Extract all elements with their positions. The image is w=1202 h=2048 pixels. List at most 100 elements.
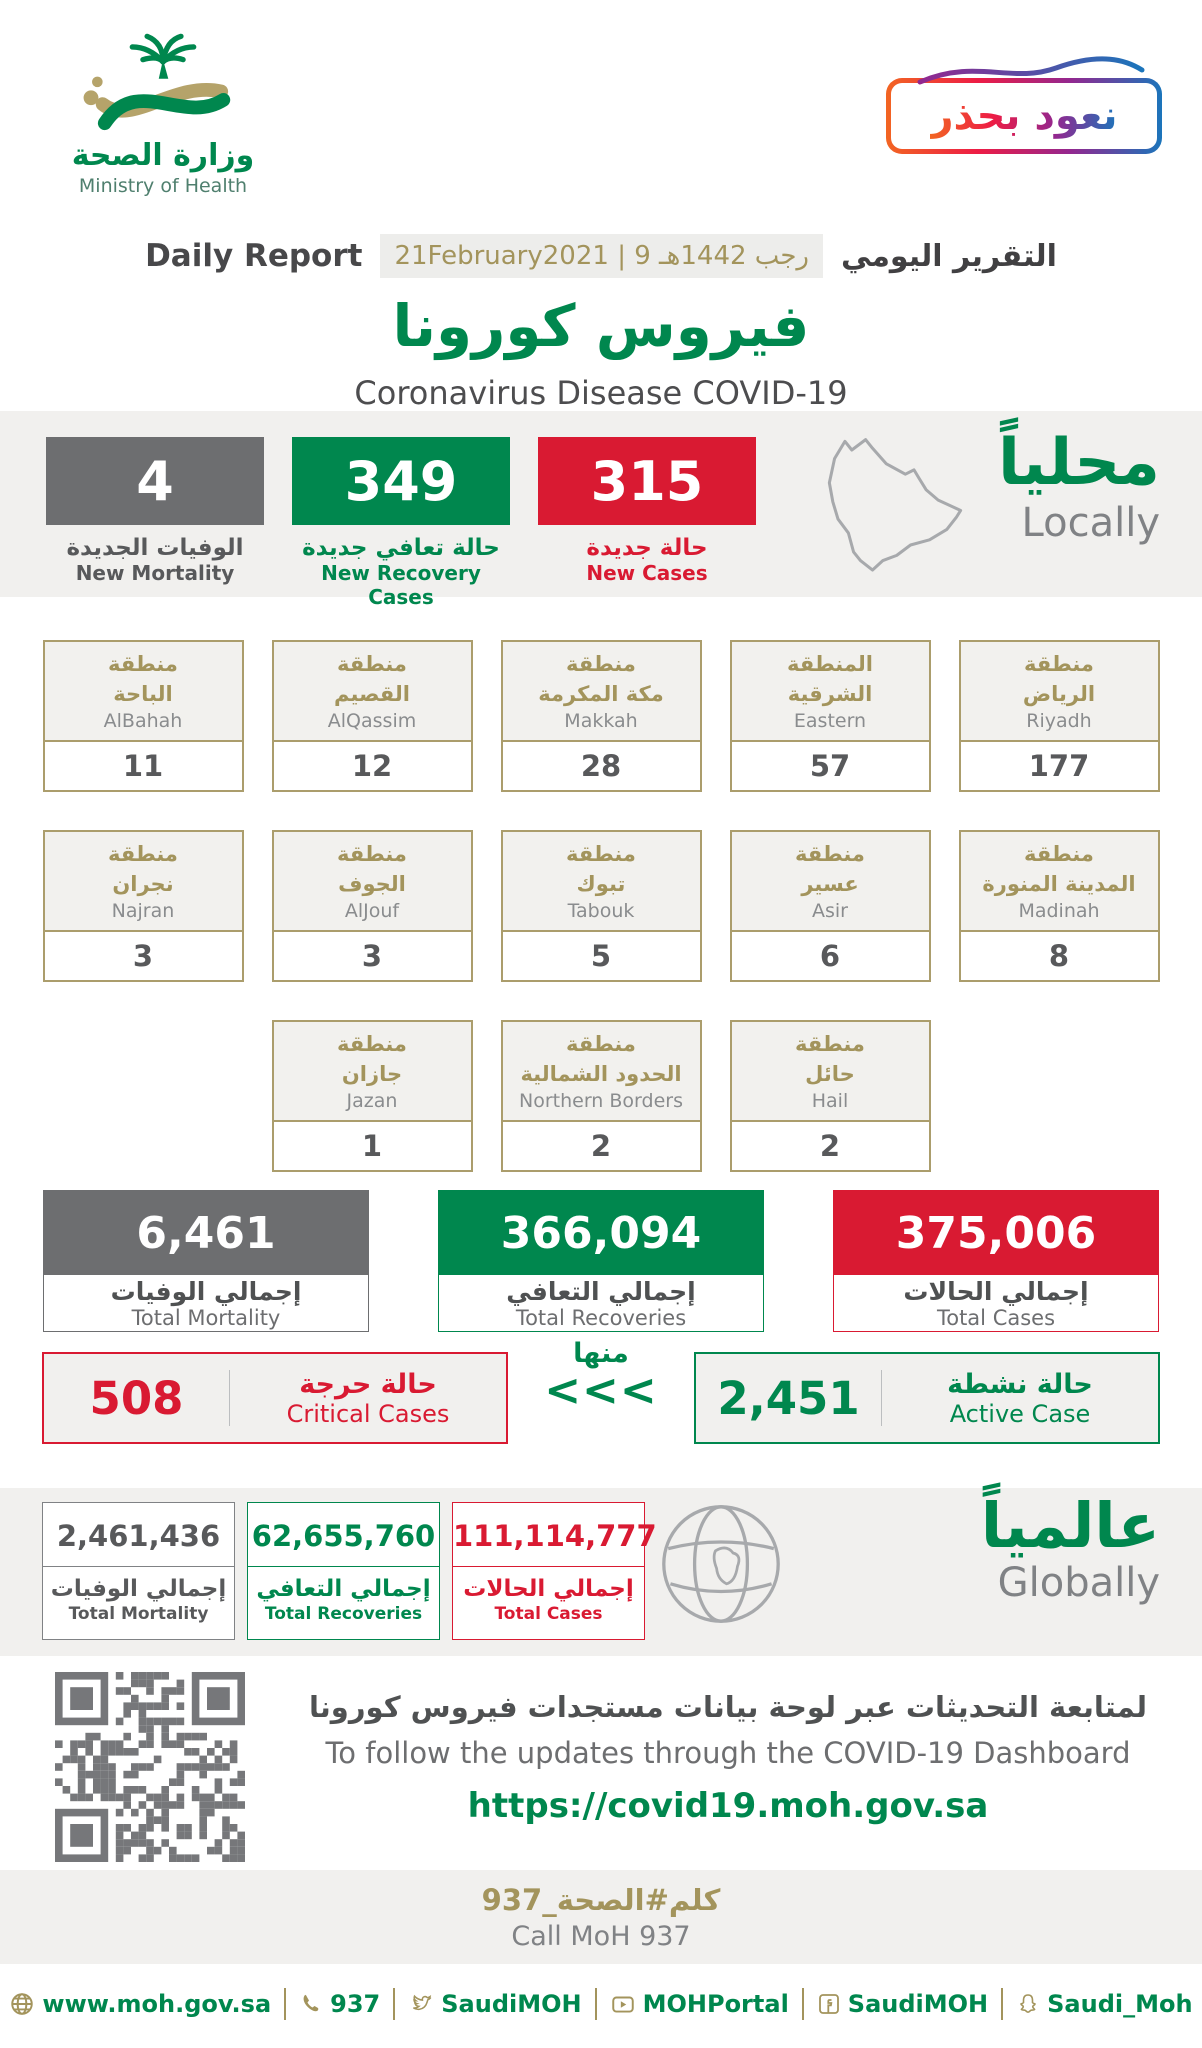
global-recoveries-label-en: Total Recoveries (264, 1604, 423, 1624)
dashboard-text-en: To follow the updates through the COVID-… (325, 1736, 1131, 1770)
total-recoveries-box: 366,094 إجمالي التعافي Total Recoveries (438, 1190, 764, 1332)
region-name-en: AlJouf (344, 899, 400, 922)
active-cases-label-ar: حالة نشطة (947, 1368, 1093, 1400)
region-new-cases: 5 (502, 932, 700, 980)
region-name-ar: منطقة الباحة (108, 652, 178, 706)
phone-link[interactable]: 937 (299, 1990, 380, 2018)
dashboard-url-link[interactable]: https://covid19.moh.gov.sa (467, 1786, 989, 1826)
website-link[interactable]: www.moh.gov.sa (9, 1990, 271, 2018)
footer-social-row: www.moh.gov.sa 937 SaudiMOH MOHPortal (0, 1988, 1202, 2020)
total-mortality-label-en: Total Mortality (131, 1305, 281, 1330)
region-new-cases: 2 (502, 1122, 700, 1170)
total-mortality-box: 6,461 إجمالي الوفيات Total Mortality (43, 1190, 369, 1332)
youtube-link[interactable]: MOHPortal (610, 1990, 789, 2018)
region-card-aljouf: منطقة الجوف AlJouf 3 (271, 830, 473, 982)
globe-icon (662, 1505, 780, 1623)
website-link-text: www.moh.gov.sa (42, 1990, 272, 2018)
global-mortality-box: 2,461,436 إجمالي الوفيات Total Mortality (42, 1502, 235, 1640)
critical-cases-label-en: Critical Cases (286, 1399, 450, 1428)
region-name-ar: منطقة الجوف (337, 842, 407, 896)
global-cases-box: 111,114,777 إجمالي الحالات Total Cases (452, 1502, 657, 1640)
region-card-asir: منطقة عسير Asir 6 (729, 830, 931, 982)
new-cases-label-en: New Cases (586, 561, 708, 585)
region-name-en: Asir (812, 899, 848, 922)
total-mortality-label-ar: إجمالي الوفيات (110, 1276, 302, 1306)
twitter-link-text: SaudiMOH (441, 1990, 582, 2018)
globe-icon (11, 1993, 34, 2015)
region-name-ar: المنطقة الشرقية (786, 652, 874, 706)
phone-icon (303, 1994, 319, 2012)
total-cases-box: 375,006 إجمالي الحالات Total Cases (833, 1190, 1159, 1332)
critical-cases-box: 508 حالة حرجة Critical Cases (42, 1352, 508, 1444)
report-date-row: Daily Report 21February2021 | 9 رجب 1442… (0, 234, 1202, 278)
region-new-cases: 28 (502, 742, 700, 790)
total-cases-value: 375,006 (834, 1191, 1158, 1275)
badge-text: نعود بحذر (930, 93, 1118, 139)
total-mortality-value: 6,461 (44, 1191, 368, 1275)
region-name-ar: منطقة جازان (337, 1032, 407, 1086)
return-with-caution-badge: نعود بحذر (886, 56, 1162, 154)
critical-cases-value: 508 (89, 1371, 184, 1425)
page-title-en: Coronavirus Disease COVID-19 (354, 374, 848, 412)
new-recovery-stat: 349 حالة تعافي جديدة New Recovery Cases (292, 437, 510, 609)
new-mortality-value: 4 (46, 437, 264, 525)
saudi-arabia-map-icon (827, 438, 963, 572)
moh-logo-icon (83, 33, 231, 131)
region-name-en: Madinah (1018, 899, 1100, 922)
global-stats-row: 2,461,436 إجمالي الوفيات Total Mortality… (42, 1502, 657, 1640)
divider (229, 1370, 230, 1426)
region-card-makkah: منطقة مكة المكرمة Makkah 28 (500, 640, 702, 792)
moh-logo: وزارة الصحة Ministry of Health (58, 30, 268, 197)
region-new-cases: 3 (44, 932, 242, 980)
call-moh-label-ar: كلم#الصحة_937 (481, 1882, 721, 1917)
footer-separator (594, 1988, 597, 2020)
twitter-icon (413, 1994, 432, 2011)
region-row-2: منطقة نجران Najran 3 منطقة الجوف AlJouf … (0, 830, 1202, 982)
region-name-ar: منطقة القصيم (334, 652, 410, 706)
facebook-link[interactable]: SaudiMOH (817, 1990, 988, 2018)
new-recovery-label-ar: حالة تعافي جديدة (302, 535, 500, 561)
region-card-tabouk: منطقة تبوك Tabouk 5 (500, 830, 702, 982)
global-recoveries-value: 62,655,760 (248, 1503, 439, 1567)
region-name-en: Northern Borders (519, 1089, 683, 1112)
region-new-cases: 1 (273, 1122, 471, 1170)
region-name-ar: منطقة عسير (795, 842, 865, 896)
snapchat-link-text: Saudi_Moh (1047, 1990, 1193, 2018)
global-mortality-value: 2,461,436 (43, 1503, 234, 1567)
globally-section-label: عالمياً Globally (981, 1491, 1160, 1606)
new-recovery-label-en: New Recovery Cases (321, 561, 481, 609)
global-cases-label-ar: إجمالي الحالات (463, 1576, 634, 1602)
region-name-ar: منطقة الرياض (1022, 652, 1096, 706)
facebook-link-text: SaudiMOH (847, 1990, 989, 2018)
global-cases-value: 111,114,777 (453, 1503, 657, 1567)
region-card-jazan: منطقة جازان Jazan 1 (271, 1020, 473, 1172)
region-name-ar: منطقة تبوك (566, 842, 636, 896)
local-totals-row: 6,461 إجمالي الوفيات Total Mortality 366… (0, 1190, 1202, 1332)
total-cases-label-en: Total Cases (936, 1305, 1056, 1330)
snapchat-link[interactable]: Saudi_Moh (1016, 1990, 1193, 2018)
region-new-cases: 2 (731, 1122, 929, 1170)
twitter-link[interactable]: SaudiMOH (408, 1990, 582, 2018)
region-card-madinah: منطقة المدينة المنورة Madinah 8 (958, 830, 1160, 982)
region-card-hail: منطقة حائل Hail 2 (729, 1020, 931, 1172)
local-new-stats: 4 الوفيات الجديدة New Mortality 349 حالة… (46, 437, 756, 609)
region-row-1: منطقة الباحة AlBahah 11 منطقة القصيم AlQ… (0, 640, 1202, 792)
total-recoveries-label-en: Total Recoveries (515, 1305, 687, 1330)
moh-name-arabic: وزارة الصحة (71, 138, 255, 173)
moh-name-english: Ministry of Health (78, 175, 248, 197)
active-cases-value: 2,451 (717, 1371, 860, 1425)
region-name-ar: منطقة حائل (795, 1032, 865, 1086)
region-name-ar: منطقة الحدود الشمالية (520, 1032, 682, 1086)
region-name-en: AlQassim (327, 709, 417, 732)
region-new-cases: 57 (731, 742, 929, 790)
footer-separator (1001, 1988, 1004, 2020)
region-new-cases: 11 (44, 742, 242, 790)
region-name-ar: منطقة مكة المكرمة (538, 652, 664, 706)
region-card-alqassim: منطقة القصيم AlQassim 12 (271, 640, 473, 792)
total-recoveries-label-ar: إجمالي التعافي (506, 1276, 696, 1306)
youtube-icon (611, 1996, 634, 2013)
new-mortality-label-en: New Mortality (75, 561, 235, 585)
divider (881, 1370, 882, 1426)
region-card-albahah: منطقة الباحة AlBahah 11 (42, 640, 244, 792)
region-new-cases: 177 (960, 742, 1158, 790)
